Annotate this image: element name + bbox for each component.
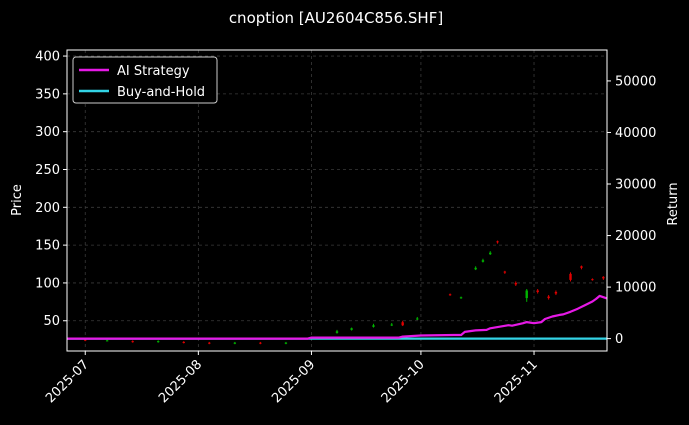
candle [503,270,507,274]
candle [335,329,339,334]
candle-body [416,318,419,320]
candle-body [448,294,452,296]
candle-body [131,341,134,343]
y-left-tick-label: 150 [35,239,60,254]
candle [580,265,583,270]
candle-body [350,328,353,330]
y-right-tick-label: 40000 [615,126,656,141]
candle [459,296,463,299]
candle [350,327,353,331]
candle [233,341,237,345]
candle [474,266,477,271]
candle-body [580,266,583,268]
candle [514,281,517,286]
y-right-tick-label: 50000 [615,74,656,89]
candle [602,276,605,280]
candle-body [514,282,517,285]
candle [131,340,134,343]
candle [547,295,550,300]
ai-strategy-line [67,294,608,340]
y-axis-label-right: Return [666,182,681,225]
candle-body [372,325,375,327]
legend-label-buy-and-hold: Buy-and-Hold [117,85,205,100]
legend-label-ai-strategy: AI Strategy [117,64,190,79]
candle [105,339,109,342]
y-left-tick-label: 250 [35,163,60,178]
candle-body [401,322,404,326]
candle-body [525,290,528,299]
candle [284,341,288,345]
candle [536,288,539,294]
candle [448,293,452,296]
candle [481,258,485,263]
y-right-tick-label: 30000 [615,178,656,193]
candle-body [182,341,185,343]
candle-body [474,267,477,270]
candle-body [157,341,160,343]
plot-frame [66,49,608,352]
legend: AI Strategy Buy-and-Hold [72,56,218,104]
candle [157,340,160,343]
candle [496,240,499,244]
candle-layer [84,240,605,345]
candle [401,320,404,327]
candle [208,341,211,345]
candle [489,251,492,255]
candle-body [459,297,463,299]
y-left-tick-label: 350 [35,87,60,102]
candle-body [105,340,109,342]
candle [182,341,185,344]
candle [416,316,419,320]
candle-body [208,342,211,344]
candle-body [503,271,507,273]
candle-body [481,260,485,262]
candle-body [284,342,288,344]
candle-body [602,276,605,279]
candle-body [489,252,492,255]
candle [390,323,393,327]
candle [259,341,262,345]
y-axis-label-left: Price [10,184,25,216]
y-left-tick-label: 200 [35,201,60,216]
candle-body [84,339,87,341]
y-right-tick-label: 0 [615,332,623,347]
candle [591,278,594,281]
candle-body [496,241,499,243]
candle-body [536,290,539,293]
candle-body [547,296,550,299]
candle [525,288,528,302]
y-left-tick-label: 50 [43,314,60,329]
candle-body [390,324,393,326]
candle [569,272,572,282]
candle-body [569,273,572,280]
y-right-tick-label: 20000 [615,229,656,244]
chart-title: cnoption [AU2604C856.SHF] [229,9,443,27]
y-left-tick-label: 300 [35,125,60,140]
candle-body [259,342,262,344]
y-right-tick-label: 10000 [615,281,656,296]
candle [554,290,558,296]
y-left-tick-label: 400 [35,50,60,65]
candle-body [233,342,237,344]
series-layer [67,294,608,340]
candle-body [591,279,594,281]
candle-body [335,331,339,333]
y-left-tick-label: 100 [35,276,60,291]
candle [372,323,375,328]
candle-body [554,292,558,294]
